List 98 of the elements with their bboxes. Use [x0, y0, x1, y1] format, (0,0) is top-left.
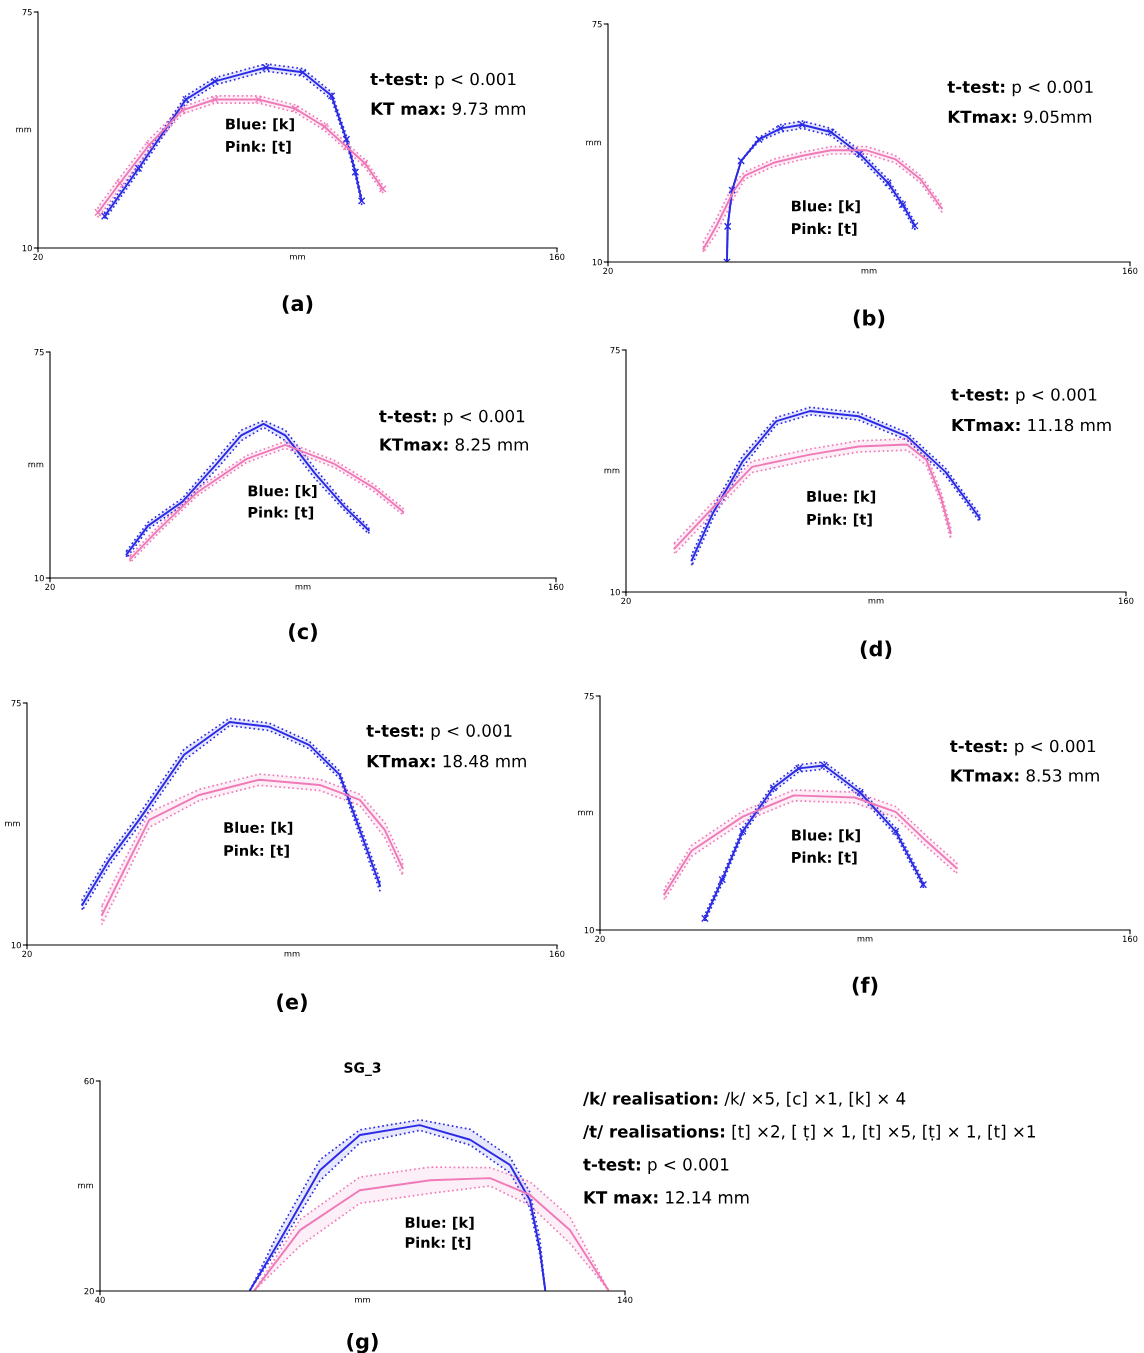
annotation: KT max: 12.14 mm	[584, 1191, 749, 1204]
annotation: Blue: [k]	[405, 1216, 474, 1230]
point	[919, 880, 928, 889]
annotation: KTmax: 9.05mm	[948, 110, 1092, 124]
x-axis-title: mm	[861, 268, 877, 274]
x-axis-title: mm	[290, 254, 305, 260]
x-tick-label: 160	[1118, 597, 1134, 605]
point	[718, 875, 727, 884]
point	[737, 157, 745, 165]
text: (g)	[347, 1333, 378, 1353]
point	[291, 104, 300, 113]
annotation: KT max: 9.73 mm	[371, 102, 526, 116]
y-axis-title: mm	[578, 810, 593, 816]
y-tick-label: 10	[22, 244, 32, 252]
x-tick-label: 140	[617, 1296, 633, 1304]
x-tick-label: 160	[549, 950, 565, 958]
point	[211, 77, 219, 86]
annotation: t-test: p < 0.001	[379, 409, 525, 426]
y-axis-title: mm	[28, 462, 44, 468]
point	[911, 221, 919, 230]
annotation: Pink: [t]	[807, 513, 872, 527]
y-tick-label: 10	[584, 926, 594, 934]
text: (b)	[853, 309, 885, 329]
y-tick-label: 60	[84, 1077, 94, 1085]
chart-title: SG_3	[344, 1062, 381, 1076]
annotation: Blue: [k]	[807, 490, 876, 504]
annotation: KTmax: 8.25 mm	[380, 438, 528, 451]
y-tick-label: 75	[11, 700, 21, 707]
annotation: Pink: [t]	[792, 222, 857, 236]
x-axis-title: mm	[284, 951, 300, 957]
point	[798, 120, 807, 129]
y-tick-label: 10	[11, 941, 21, 949]
point	[178, 106, 187, 115]
annotation: t-test: p < 0.001	[370, 72, 516, 89]
annotation: t-test: p < 0.001	[950, 739, 1096, 756]
point	[254, 95, 263, 104]
y-tick-label: 10	[610, 588, 620, 596]
y-tick-label: 75	[592, 21, 602, 28]
point	[723, 222, 732, 231]
point	[298, 68, 307, 77]
y-tick-label: 75	[34, 349, 44, 356]
annotation: t-test: p < 0.001	[951, 388, 1097, 405]
y-tick-label: 75	[584, 693, 594, 700]
y-tick-label: 10	[34, 574, 44, 582]
annotation: KTmax: 8.53 mm	[951, 769, 1099, 782]
annotation: Pink: [t]	[224, 844, 289, 858]
point	[351, 168, 360, 176]
annotation: Blue: [k]	[226, 118, 294, 132]
point	[827, 128, 835, 136]
point	[342, 142, 351, 151]
annotation: Pink: [t]	[226, 140, 291, 154]
y-tick-label: 75	[22, 9, 32, 16]
text: (d)	[860, 640, 892, 659]
x-tick-label: 160	[1122, 267, 1138, 275]
annotation: Blue: [k]	[792, 829, 860, 843]
x-axis-title: mm	[355, 1297, 370, 1303]
x-axis-title: mm	[857, 936, 873, 942]
annotation: Pink: [t]	[248, 506, 314, 520]
x-tick-label: 160	[548, 583, 564, 591]
point	[320, 122, 329, 131]
point	[100, 212, 109, 220]
y-tick-label: 10	[592, 258, 602, 266]
text: (f)	[852, 976, 878, 996]
point	[884, 179, 892, 187]
point	[898, 200, 907, 209]
annotation: KTmax: 18.48 mm	[367, 754, 526, 768]
annotation: t-test: p < 0.001	[583, 1158, 729, 1174]
annotation: t-test: p < 0.001	[366, 724, 512, 741]
y-axis-title: mm	[604, 468, 620, 474]
annotation: /t/ realisations: [t] ×2, [ ṭ] × 1, [t] ×5, [ṭ] × 1, [t] ×1	[583, 1124, 1035, 1141]
point	[738, 827, 747, 836]
y-axis-title: mm	[5, 821, 20, 827]
y-tick-label: 75	[610, 347, 620, 354]
annotation: KTmax: 11.18 mm	[952, 418, 1111, 432]
point	[769, 783, 778, 792]
x-tick-label: 40	[95, 1296, 105, 1304]
annotation: /k/ realisation: /k/ ×5, [c] ×1, [k] × 4	[583, 1091, 906, 1107]
annotation: Pink: [t]	[405, 1236, 471, 1250]
annotation: Pink: [t]	[792, 851, 857, 865]
text: (e)	[277, 993, 307, 1012]
y-axis-title: mm	[16, 127, 32, 133]
x-axis-title: mm	[868, 598, 884, 604]
point	[794, 764, 803, 773]
x-tick-label: 160	[549, 253, 565, 261]
annotation: Blue: [k]	[792, 200, 860, 214]
annotation: Blue: [k]	[224, 821, 293, 835]
point	[378, 184, 387, 193]
y-axis-title: mm	[78, 1183, 93, 1189]
text: (c)	[289, 623, 317, 642]
x-axis-title: mm	[295, 584, 311, 590]
point	[145, 141, 154, 149]
text: (a)	[282, 295, 313, 314]
y-axis-title: mm	[586, 140, 602, 146]
point	[116, 179, 124, 187]
x-tick-label: 160	[1122, 935, 1138, 943]
annotation: t-test: p < 0.001	[947, 80, 1093, 97]
point	[357, 196, 366, 205]
annotation: Blue: [k]	[248, 485, 317, 499]
